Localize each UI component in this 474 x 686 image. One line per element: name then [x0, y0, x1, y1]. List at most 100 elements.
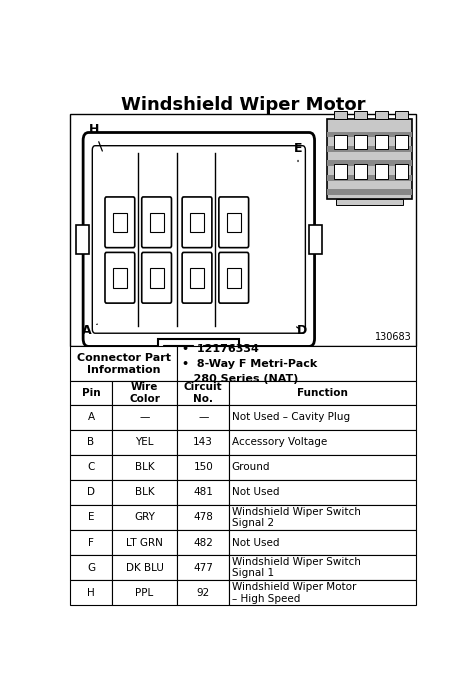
- FancyBboxPatch shape: [219, 197, 249, 248]
- Text: D: D: [87, 488, 95, 497]
- Bar: [227, 213, 241, 232]
- Text: Windshield Wiper Switch
Signal 2: Windshield Wiper Switch Signal 2: [232, 507, 361, 528]
- Bar: [375, 111, 388, 119]
- Bar: [395, 165, 408, 179]
- Bar: [70, 381, 112, 405]
- Text: 482: 482: [193, 538, 213, 547]
- Bar: [355, 165, 367, 179]
- Bar: [229, 530, 416, 555]
- FancyBboxPatch shape: [83, 132, 315, 346]
- Bar: [113, 268, 127, 287]
- Bar: [177, 455, 229, 480]
- Text: Not Used: Not Used: [232, 488, 279, 497]
- Bar: [229, 480, 416, 505]
- Bar: [70, 555, 112, 580]
- Bar: [334, 111, 347, 119]
- Text: Pin: Pin: [82, 388, 100, 398]
- Text: Wire
Color: Wire Color: [129, 382, 160, 404]
- Bar: [163, 344, 193, 362]
- Text: Not Used: Not Used: [232, 538, 279, 547]
- FancyBboxPatch shape: [219, 252, 249, 303]
- Bar: [70, 346, 177, 381]
- Bar: [229, 580, 416, 605]
- Text: F: F: [88, 538, 94, 547]
- Text: DK BLU: DK BLU: [126, 563, 164, 573]
- FancyBboxPatch shape: [92, 145, 305, 333]
- Bar: [112, 555, 177, 580]
- Bar: [158, 338, 239, 369]
- Bar: [375, 165, 388, 179]
- Text: —: —: [139, 412, 150, 422]
- Text: PPL: PPL: [136, 588, 154, 598]
- Bar: [328, 119, 412, 198]
- Bar: [177, 580, 229, 605]
- Bar: [70, 114, 416, 346]
- Bar: [112, 405, 177, 429]
- Bar: [150, 268, 164, 287]
- Bar: [112, 505, 177, 530]
- Bar: [395, 111, 408, 119]
- Bar: [112, 480, 177, 505]
- Text: 481: 481: [193, 488, 213, 497]
- Bar: [70, 580, 112, 605]
- FancyBboxPatch shape: [182, 197, 212, 248]
- Bar: [70, 405, 112, 429]
- Bar: [334, 165, 347, 179]
- Bar: [227, 268, 241, 287]
- Bar: [375, 135, 388, 150]
- Bar: [177, 530, 229, 555]
- Bar: [177, 429, 229, 455]
- Bar: [190, 268, 204, 287]
- Text: 478: 478: [193, 512, 213, 523]
- Bar: [229, 505, 416, 530]
- Bar: [112, 429, 177, 455]
- Text: Function: Function: [297, 388, 348, 398]
- Text: YEL: YEL: [135, 437, 154, 447]
- Text: Windshield Wiper Motor: Windshield Wiper Motor: [121, 95, 365, 113]
- Bar: [328, 189, 412, 195]
- Bar: [70, 429, 112, 455]
- Text: D: D: [297, 324, 307, 337]
- Bar: [229, 405, 416, 429]
- Text: Windshield Wiper Motor
– High Speed: Windshield Wiper Motor – High Speed: [232, 582, 356, 604]
- Bar: [112, 530, 177, 555]
- Bar: [150, 213, 164, 232]
- Bar: [203, 344, 233, 362]
- FancyBboxPatch shape: [182, 252, 212, 303]
- FancyBboxPatch shape: [142, 252, 172, 303]
- Bar: [177, 480, 229, 505]
- Text: •  12176334
•  8-Way F Metri-Pack
   280 Series (NAT): • 12176334 • 8-Way F Metri-Pack 280 Seri…: [182, 344, 317, 383]
- Bar: [112, 381, 177, 405]
- Bar: [177, 555, 229, 580]
- Bar: [76, 225, 89, 254]
- Text: GRY: GRY: [134, 512, 155, 523]
- Bar: [112, 580, 177, 605]
- Text: Circuit
No.: Circuit No.: [184, 382, 222, 404]
- Bar: [177, 346, 416, 381]
- FancyBboxPatch shape: [105, 252, 135, 303]
- Text: Accessory Voltage: Accessory Voltage: [232, 437, 327, 447]
- Text: 150: 150: [193, 462, 213, 473]
- Bar: [355, 135, 367, 150]
- Bar: [328, 161, 412, 166]
- Bar: [70, 480, 112, 505]
- Bar: [177, 505, 229, 530]
- Bar: [70, 455, 112, 480]
- Text: H: H: [87, 588, 95, 598]
- Text: G: G: [87, 563, 95, 573]
- Bar: [229, 555, 416, 580]
- Bar: [309, 225, 322, 254]
- Text: —: —: [198, 412, 209, 422]
- FancyBboxPatch shape: [142, 197, 172, 248]
- Text: 92: 92: [197, 588, 210, 598]
- Bar: [70, 530, 112, 555]
- Bar: [328, 175, 412, 180]
- Text: BLK: BLK: [135, 488, 155, 497]
- Bar: [177, 381, 229, 405]
- Text: BLK: BLK: [135, 462, 155, 473]
- Bar: [112, 455, 177, 480]
- Text: 143: 143: [193, 437, 213, 447]
- Bar: [328, 132, 412, 137]
- Bar: [355, 111, 367, 119]
- Text: C: C: [87, 462, 95, 473]
